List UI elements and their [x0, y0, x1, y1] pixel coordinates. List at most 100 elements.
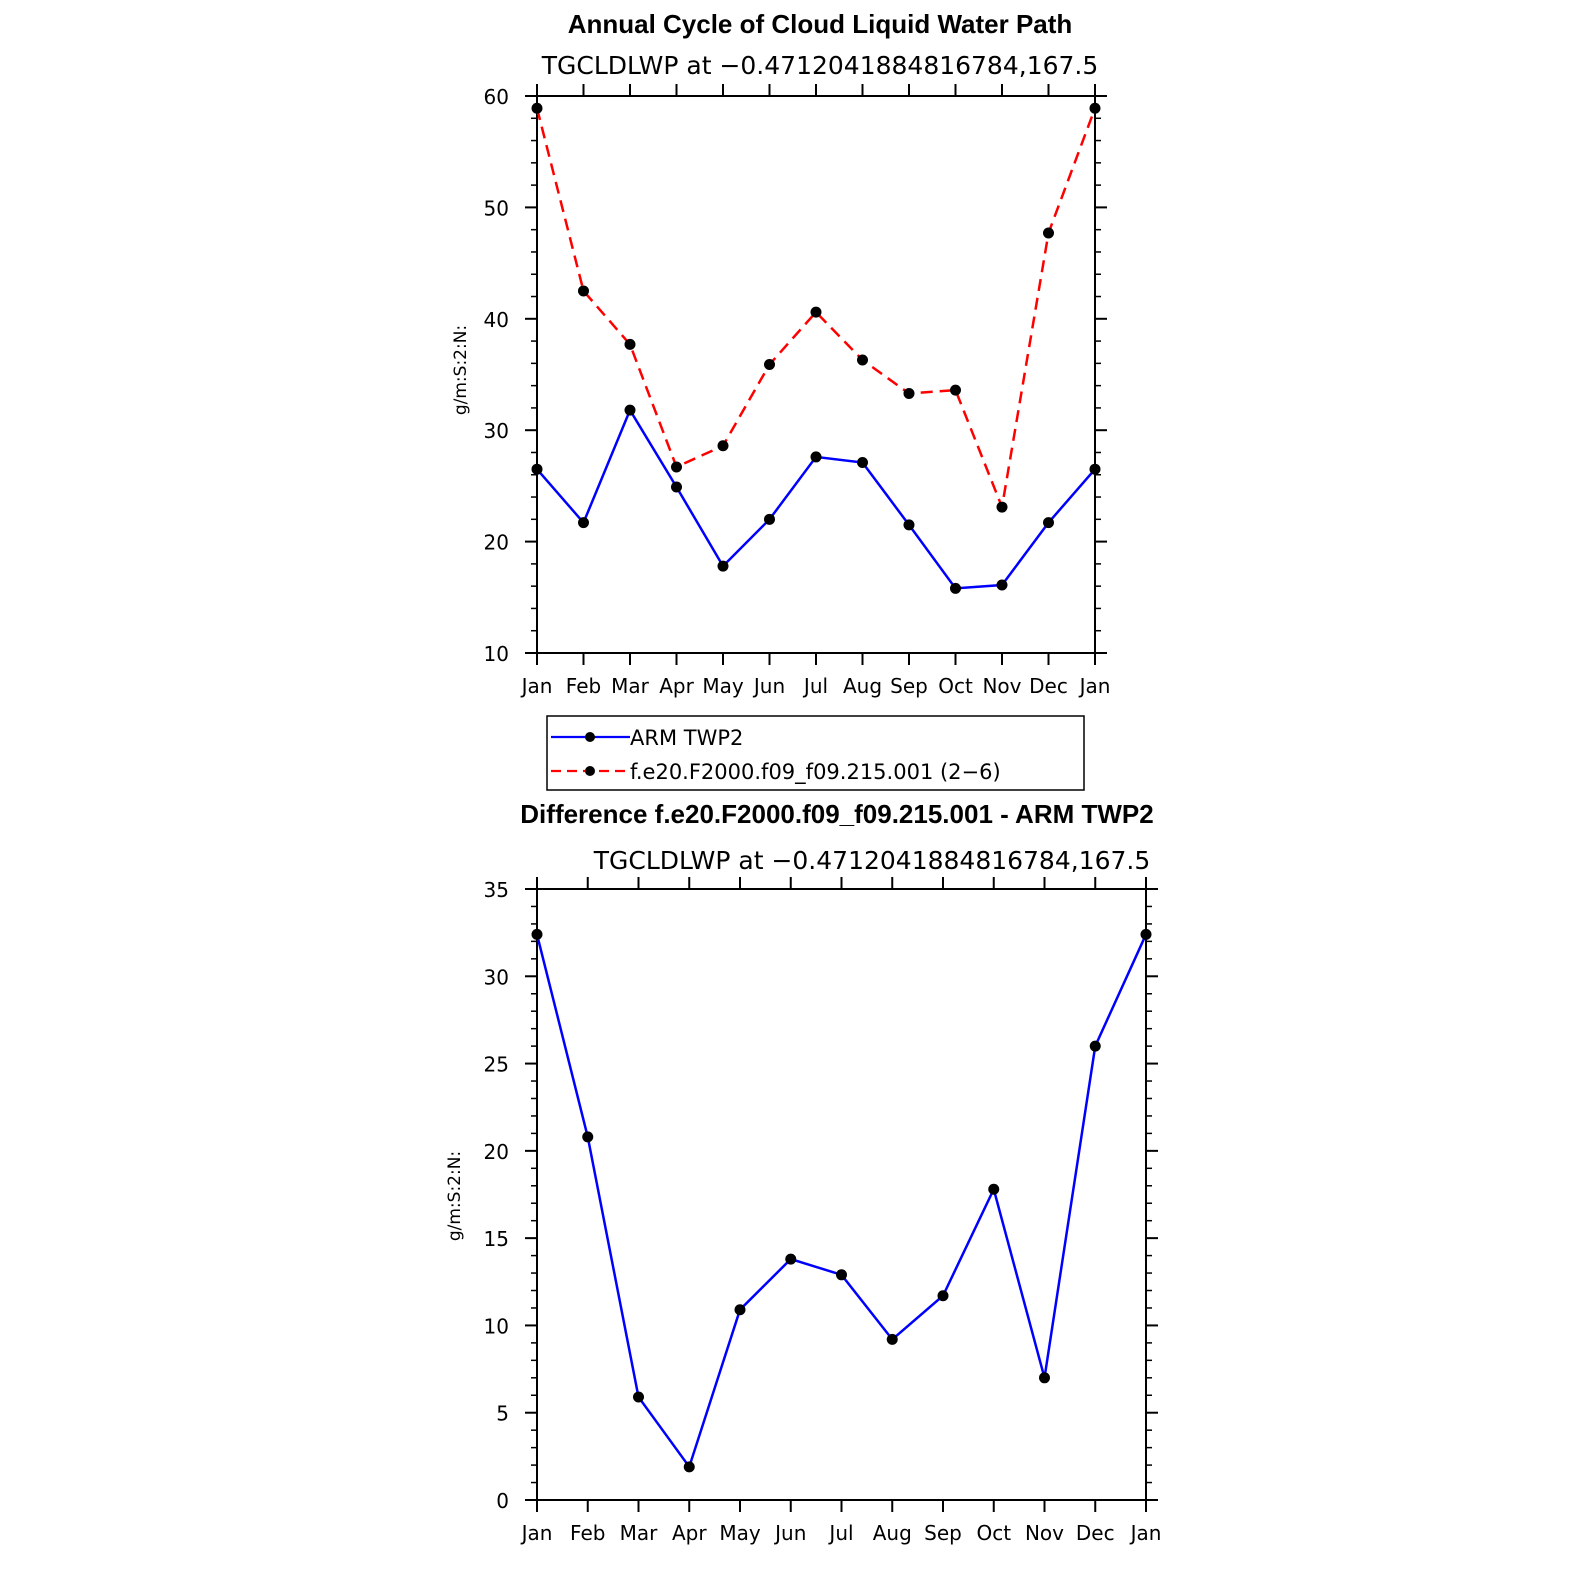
bottom-plot-frame — [536, 888, 1147, 1501]
bottom-y-tick-label: 0 — [496, 1489, 509, 1513]
top-series-0-point — [671, 481, 682, 493]
top-series-1-point — [624, 338, 636, 350]
top-x-tick-label: Nov — [982, 674, 1021, 698]
top-x-tick-label: Mar — [611, 674, 650, 698]
annual-cycle-chart: Annual Cycle of Cloud Liquid Water Path … — [451, 9, 1111, 791]
top-chart-title: Annual Cycle of Cloud Liquid Water Path — [568, 9, 1073, 39]
bottom-x-tick-label: Oct — [976, 1521, 1011, 1545]
top-series-1-point — [810, 306, 822, 318]
bottom-series-0-point — [633, 1391, 644, 1403]
top-y-tick-label: 40 — [484, 308, 509, 332]
top-series-1-point — [764, 358, 775, 370]
bottom-series-0-point — [836, 1269, 847, 1281]
bottom-x-tick-label: May — [719, 1521, 761, 1545]
top-series-0-point — [1089, 463, 1101, 475]
top-x-tick-label: Jun — [752, 674, 785, 698]
bottom-y-tick-label: 10 — [484, 1314, 509, 1338]
top-chart-ylabel: g/m:S:2:N: — [451, 325, 471, 415]
bottom-x-tick-label: Jul — [827, 1521, 853, 1545]
top-y-tick-label: 20 — [484, 531, 509, 555]
bottom-x-tick-label: Jan — [1129, 1521, 1162, 1545]
bottom-x-tick-label: Jun — [773, 1521, 806, 1545]
bottom-y-tick-label: 20 — [484, 1140, 509, 1164]
bottom-series-0-point — [988, 1183, 1000, 1195]
top-series-0-point — [531, 463, 543, 475]
bottom-x-tick-label: Apr — [672, 1521, 707, 1545]
top-series-1-point — [1089, 102, 1101, 114]
top-series-0-point — [764, 513, 775, 525]
bottom-x-tick-label: Dec — [1076, 1521, 1115, 1545]
top-x-tick-label: Oct — [938, 674, 973, 698]
bottom-y-tick-label: 5 — [496, 1402, 509, 1426]
legend-model-label: f.e20.F2000.f09_f09.215.001 (2−6) — [630, 760, 1001, 785]
top-x-tick-label: Jan — [520, 674, 553, 698]
top-chart-subtitle: TGCLDLWP at −0.4712041884816784,167.5 — [541, 51, 1099, 80]
bottom-y-tick-label: 35 — [484, 878, 509, 902]
top-series-0-point — [810, 451, 822, 463]
legend-arm-label: ARM TWP2 — [630, 726, 743, 750]
legend-box — [546, 715, 1085, 791]
top-series-1-point — [1043, 227, 1054, 239]
top-series-1-point — [903, 387, 915, 399]
top-x-tick-label: Jul — [802, 674, 828, 698]
bottom-x-tick-label: Sep — [924, 1521, 962, 1545]
bottom-chart-subtitle: TGCLDLWP at −0.4712041884816784,167.5 — [593, 846, 1151, 875]
bottom-plot-area: Jan Feb Mar Apr May Jun Jul Aug Sep Oct Nov Dec Jan 0… — [484, 877, 1162, 1545]
legend: ARM TWP2 f.e20.F2000.f09_f09.215.001 (2−… — [546, 715, 1085, 791]
top-y-tick-label: 60 — [484, 85, 509, 109]
bottom-series-0-point — [1089, 1040, 1101, 1052]
top-series-0-point — [578, 517, 589, 529]
top-y-tick-label: 30 — [484, 419, 509, 443]
difference-chart: Difference f.e20.F2000.f09_f09.215.001 -… — [445, 799, 1161, 1545]
top-plot-area: Jan Feb Mar Apr May Jun Jul Aug Sep Oct Nov Dec Jan 1… — [484, 84, 1111, 698]
bottom-y-tick-label: 15 — [484, 1227, 509, 1251]
top-series-1-point — [717, 440, 729, 452]
top-x-tick-label: Jan — [1078, 674, 1111, 698]
top-x-tick-label: Dec — [1029, 674, 1068, 698]
bottom-series-line-0 — [535, 933, 1148, 1470]
top-series-0-point — [717, 560, 729, 572]
top-series-1-point — [996, 501, 1008, 513]
top-series-1-point — [531, 102, 543, 114]
top-series-0-point — [624, 404, 636, 416]
top-y-tick-label: 50 — [484, 196, 509, 220]
bottom-x-tick-label: Feb — [570, 1521, 605, 1545]
bottom-x-tick-label: Jan — [520, 1521, 553, 1545]
bottom-chart-ylabel: g/m:S:2:N: — [445, 1151, 465, 1241]
top-series-1-point — [671, 461, 682, 473]
top-series-1-point — [857, 354, 868, 366]
legend-arm-marker — [585, 732, 595, 742]
legend-model-marker — [585, 766, 595, 776]
top-plot-frame — [536, 95, 1096, 654]
bottom-chart-title: Difference f.e20.F2000.f09_f09.215.001 -… — [520, 799, 1153, 829]
top-series-0-point — [903, 519, 915, 531]
bottom-series-0-point — [582, 1131, 594, 1143]
top-series-0-point — [1043, 517, 1054, 529]
bottom-series-0-point — [937, 1290, 949, 1302]
top-y-tick-label: 10 — [484, 642, 509, 666]
top-series-0-point — [996, 579, 1008, 591]
bottom-series-0-point — [886, 1333, 898, 1345]
bottom-series-0-point — [734, 1304, 746, 1316]
top-series-1-point — [578, 285, 589, 297]
top-x-tick-label: May — [702, 674, 744, 698]
bottom-y-tick-label: 30 — [484, 965, 509, 989]
bottom-x-tick-label: Aug — [873, 1521, 912, 1545]
bottom-series-0-point — [683, 1461, 695, 1473]
bottom-y-tick-label: 25 — [484, 1053, 509, 1077]
top-series-1-point — [950, 384, 961, 396]
top-series-0-point — [857, 457, 868, 469]
top-x-tick-label: Sep — [890, 674, 928, 698]
bottom-series-0-point — [531, 928, 543, 940]
top-series-line-0 — [536, 407, 1096, 590]
bottom-series-0-point — [1039, 1372, 1050, 1384]
bottom-x-tick-label: Nov — [1025, 1521, 1064, 1545]
bottom-x-tick-label: Mar — [620, 1521, 659, 1545]
top-x-tick-label: Feb — [566, 674, 601, 698]
top-x-tick-label: Aug — [843, 674, 882, 698]
bottom-series-0-point — [1140, 928, 1152, 940]
top-series-0-point — [950, 582, 961, 594]
bottom-series-0-point — [785, 1253, 797, 1265]
top-x-tick-label: Apr — [659, 674, 694, 698]
